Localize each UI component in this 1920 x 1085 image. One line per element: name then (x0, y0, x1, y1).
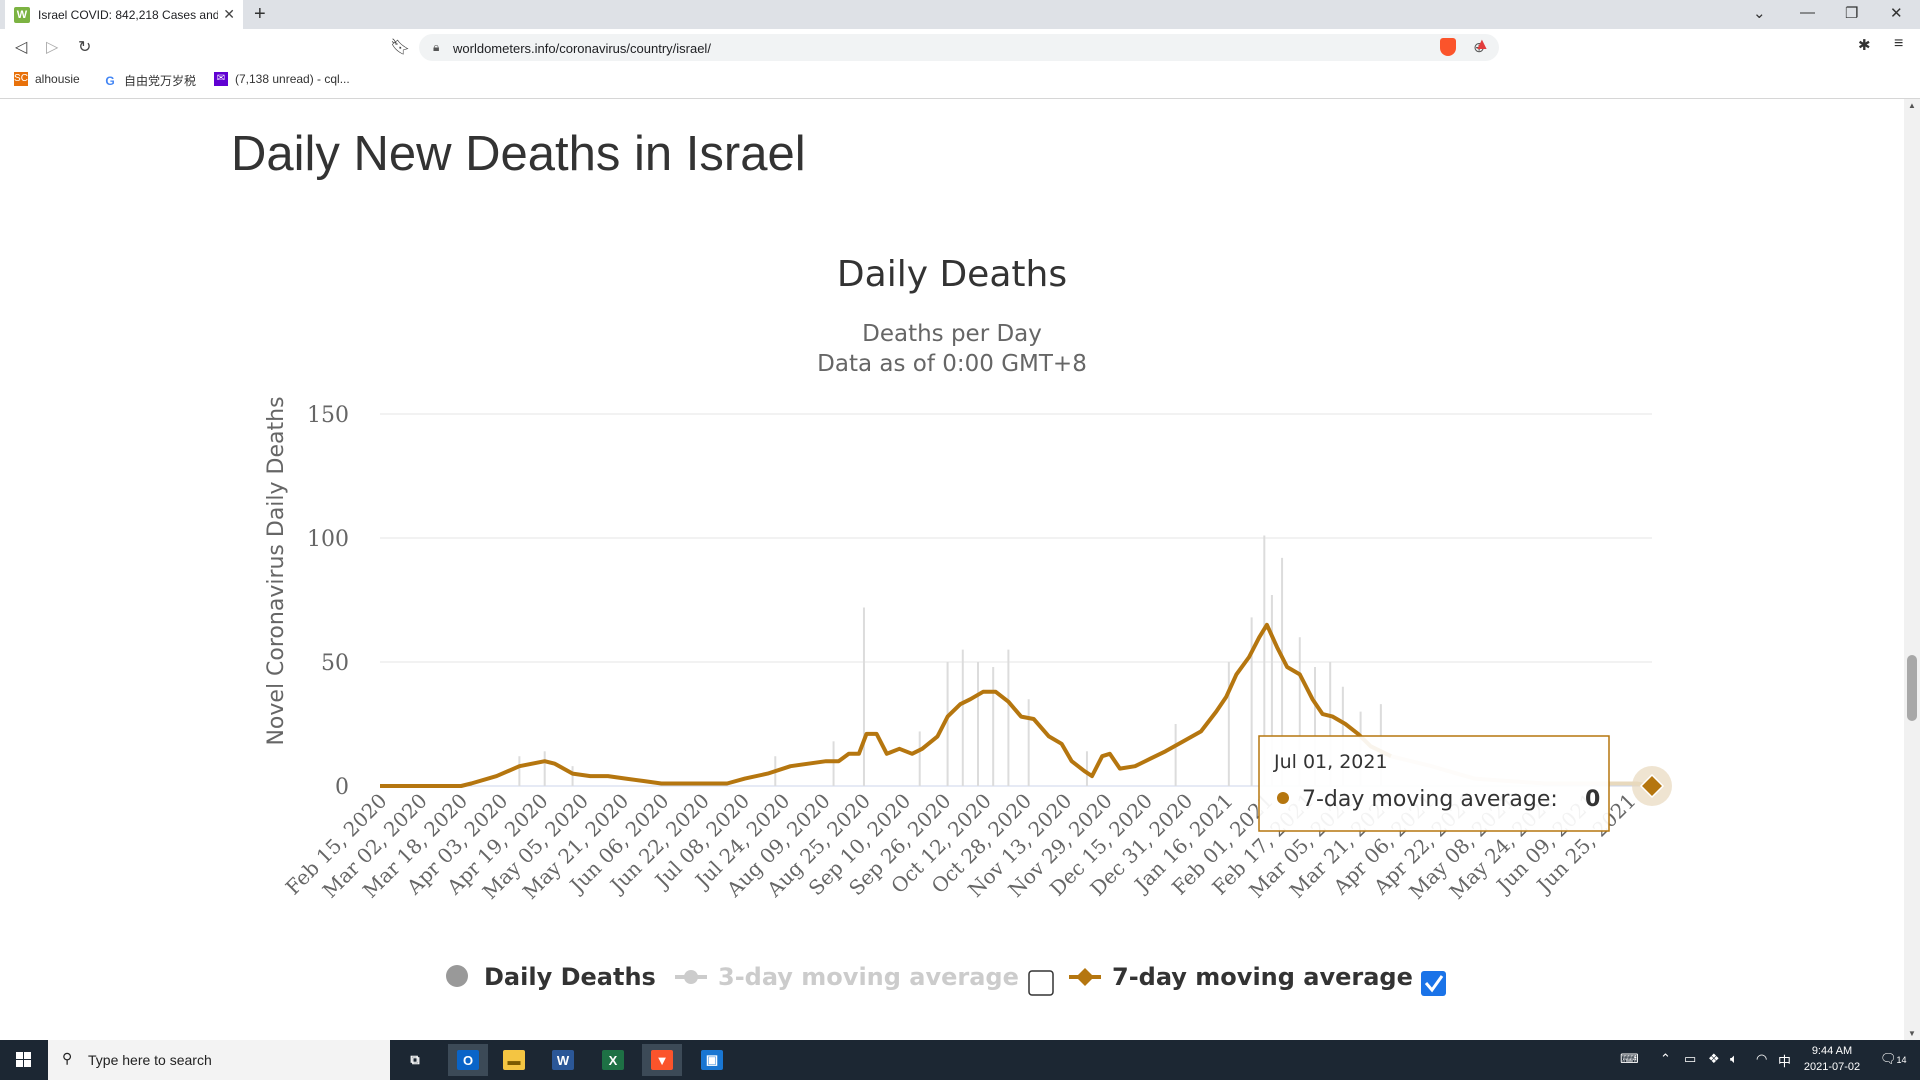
notification-count: 14 (1896, 1055, 1907, 1065)
maximize-button[interactable]: ❐ (1845, 5, 1859, 22)
chart-subtitle: Deaths per Day (862, 321, 1042, 347)
show-hidden-icons[interactable]: ⌃ (1660, 1051, 1671, 1066)
brave-browser-icon[interactable]: ▼ (642, 1044, 682, 1076)
bookmark-item-mail[interactable]: ✉ (7,138 unread) - cql... (214, 72, 350, 86)
y-axis-label: Novel Coronavirus Daily Deaths (264, 396, 289, 745)
page-title: Daily New Deaths in Israel (231, 127, 806, 181)
google-icon: G (105, 73, 115, 88)
mail-icon: ✉ (214, 72, 228, 86)
menu-icon[interactable]: ≡ (1894, 35, 1904, 52)
legend-3day-average[interactable]: 3-day moving average (718, 963, 1019, 991)
legend-daily-deaths-marker[interactable] (446, 965, 468, 987)
zoom-icon[interactable]: ⊕ (1473, 39, 1485, 55)
bookmarks-bar: SC alhousie G 自由党万岁税 ✉ (7,138 unread) - … (0, 66, 1920, 99)
clock-time: 9:44 AM (1811, 1045, 1853, 1057)
legend-3day-marker[interactable] (684, 970, 698, 984)
legend-7day-average[interactable]: 7-day moving average (1112, 963, 1413, 991)
page-content: Daily New Deaths in Israel Daily Deaths … (0, 99, 1904, 1040)
new-tab-button[interactable]: + (254, 3, 266, 25)
volume-icon[interactable]: 🔈︎ (1730, 1051, 1738, 1066)
notifications-icon[interactable]: 🗨︎14 (1880, 1051, 1907, 1066)
clock-date: 2021-07-02 (1803, 1061, 1861, 1073)
brave-rewards-icon[interactable]: ▲ (1474, 36, 1490, 53)
tooltip-value: 0 (1585, 787, 1600, 812)
brave-shield-icon[interactable] (1440, 38, 1456, 56)
y-tick-label: 0 (335, 775, 349, 800)
back-button[interactable]: ◁ (15, 39, 28, 56)
y-tick-label: 150 (307, 403, 349, 428)
moving-average-line (380, 622, 1392, 788)
network-icon[interactable]: ◠ (1756, 1051, 1768, 1066)
file-explorer-icon[interactable]: ▬ (494, 1044, 534, 1076)
minimize-button[interactable]: — (1800, 4, 1815, 21)
battery-icon[interactable]: ▭ (1684, 1051, 1697, 1066)
scrollbar-thumb[interactable] (1907, 655, 1917, 721)
chart-title: Daily Deaths (836, 254, 1068, 295)
legend-7day-marker[interactable] (1076, 968, 1094, 986)
daily-deaths-bars (518, 535, 1382, 786)
forward-button[interactable]: ▷ (46, 39, 59, 56)
y-tick-label: 100 (307, 527, 349, 552)
extensions-icon[interactable]: ✱ (1858, 37, 1871, 54)
search-placeholder: Type here to search (88, 1052, 212, 1068)
hover-point-marker (1639, 773, 1665, 799)
tab-title: Israel COVID: 842,218 Cases and 6 (38, 7, 218, 22)
sc-icon: SC (14, 72, 28, 86)
bookmark-item-google[interactable]: G 自由党万岁税 (103, 72, 196, 89)
bookmark-icon[interactable]: 🔖︎ (390, 39, 411, 56)
close-window-button[interactable]: ✕ (1890, 5, 1903, 22)
word-app-icon[interactable]: W (543, 1044, 583, 1076)
keyboard-icon[interactable]: ⌨ (1620, 1051, 1639, 1066)
tab-strip: W Israel COVID: 842,218 Cases and 6 ✕ + … (0, 0, 1920, 29)
search-icon: ⚲ (62, 1050, 73, 1066)
y-tick-label: 50 (321, 651, 349, 676)
navigation-bar: ◁ ▷ ↻ 🔖︎ 🔒︎ worldometers.info/coronaviru… (0, 29, 1920, 66)
tooltip-series-label: 7-day moving average: (1302, 787, 1558, 812)
scroll-down-icon[interactable]: ▼ (1908, 1029, 1916, 1038)
toggle-7day-checkbox[interactable] (1421, 971, 1446, 996)
page-scrollbar[interactable]: ▲ ▼ (1904, 99, 1920, 1040)
bookmark-label: (7,138 unread) - cql... (235, 72, 350, 86)
taskbar-search-box[interactable]: ⚲ Type here to search (48, 1040, 390, 1080)
tooltip-series-marker (1277, 792, 1289, 804)
bookmark-label: 自由党万岁税 (124, 74, 197, 88)
y-axis: 150 100 50 0 (307, 403, 349, 800)
scroll-up-icon[interactable]: ▲ (1908, 101, 1916, 110)
chart-gridlines (380, 413, 1652, 787)
tooltip-box (1258, 735, 1610, 832)
chart-subtitle-date: Data as of 0:00 GMT+8 (817, 351, 1087, 377)
task-view-icon[interactable]: ⧉ (410, 1052, 420, 1067)
url-text: worldometers.info/coronavirus/country/is… (453, 41, 711, 56)
address-bar[interactable]: 🔒︎ worldometers.info/coronavirus/country… (419, 34, 1499, 61)
legend-daily-deaths[interactable]: Daily Deaths (484, 963, 656, 991)
tooltip-date: Jul 01, 2021 (1273, 751, 1388, 773)
bookmark-item-alhousie[interactable]: SC alhousie (14, 72, 80, 86)
checkmark-icon (1424, 975, 1444, 993)
start-button[interactable] (0, 1040, 48, 1080)
reload-button[interactable]: ↻ (78, 39, 92, 56)
dropbox-icon[interactable]: ❖ (1708, 1051, 1720, 1066)
excel-app-icon[interactable]: X (593, 1044, 633, 1076)
windows-taskbar: ⚲ Type here to search ⧉ O ▬ W X ▼ ▣ ⌨ ⌃ … (0, 1040, 1920, 1080)
site-favicon-icon: W (14, 6, 30, 23)
tab-search-icon[interactable]: ⌄ (1753, 5, 1766, 22)
lock-icon: 🔒︎ (433, 40, 440, 54)
taskbar-clock[interactable]: 9:44 AM 2021-07-02 (1792, 1043, 1872, 1075)
outlook-app-icon[interactable]: O (448, 1044, 488, 1076)
chart-tooltip: Jul 01, 2021 7-day moving average: 0 (1258, 735, 1610, 832)
remote-desktop-icon[interactable]: ▣ (692, 1044, 732, 1076)
windows-logo-icon (16, 1052, 31, 1067)
input-language-icon[interactable]: 中 (1778, 1054, 1792, 1069)
toggle-3day-checkbox[interactable] (1028, 970, 1054, 996)
chart-legend: Daily Deaths 3-day moving average 7-day … (446, 963, 1446, 996)
tab-close-icon[interactable]: ✕ (223, 6, 235, 22)
active-tab[interactable]: W Israel COVID: 842,218 Cases and 6 ✕ (5, 0, 243, 29)
bookmark-label: alhousie (35, 72, 80, 86)
deaths-chart: 150 100 50 0 Novel Coronavirus Daily Deaths… (264, 396, 1672, 996)
